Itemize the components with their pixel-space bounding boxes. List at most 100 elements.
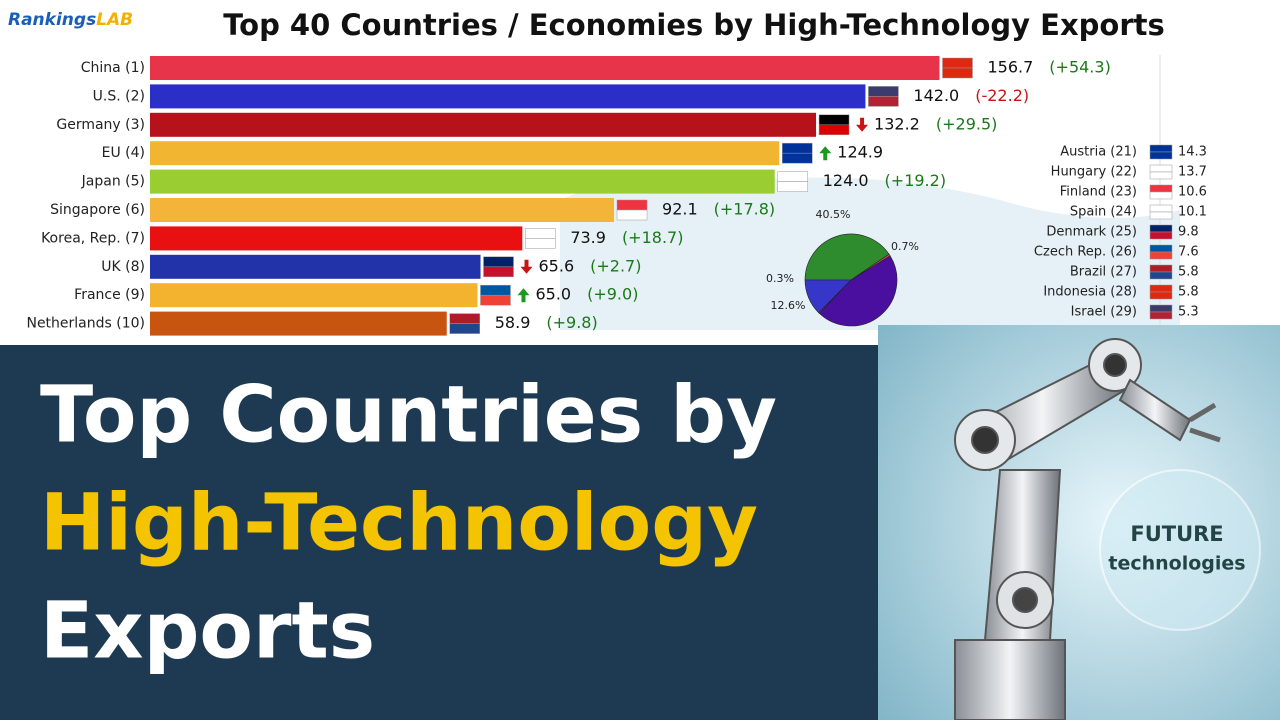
change-label: (+54.3) bbox=[1049, 58, 1111, 77]
flag bbox=[1149, 184, 1173, 193]
bar bbox=[150, 198, 615, 222]
flag bbox=[616, 209, 648, 221]
pie-chart: 40.5% 0.7% 0.3% 12.6% bbox=[766, 208, 919, 327]
side-value: 5.8 bbox=[1178, 265, 1199, 280]
flag bbox=[942, 67, 973, 79]
brand: RankingsLAB bbox=[8, 10, 133, 30]
robot-arm bbox=[954, 338, 1221, 720]
bar bbox=[150, 169, 775, 194]
flag bbox=[1149, 164, 1173, 173]
flag bbox=[1149, 211, 1173, 220]
flag bbox=[1149, 231, 1173, 240]
side-name: Austria (21) bbox=[1060, 145, 1137, 160]
change-label: (+18.7) bbox=[622, 228, 684, 247]
flag bbox=[777, 171, 808, 182]
flag bbox=[480, 294, 511, 306]
flag bbox=[449, 313, 481, 324]
flag bbox=[1149, 224, 1173, 233]
flag bbox=[818, 124, 850, 136]
side-value: 10.6 bbox=[1178, 185, 1207, 200]
pie-label: 12.6% bbox=[771, 299, 806, 312]
side-name: Indonesia (28) bbox=[1043, 285, 1137, 300]
flag bbox=[449, 323, 481, 334]
brand-part: LAB bbox=[96, 10, 133, 30]
flag bbox=[1149, 171, 1173, 180]
badge-text: FUTURE bbox=[1130, 522, 1223, 546]
side-value: 10.1 bbox=[1178, 205, 1207, 220]
flag bbox=[1149, 271, 1173, 280]
change-label: (+2.7) bbox=[590, 256, 641, 275]
change-label: (+17.8) bbox=[714, 200, 776, 219]
flag bbox=[480, 284, 511, 296]
side-value: 5.3 bbox=[1178, 305, 1199, 320]
bar bbox=[150, 226, 523, 251]
side-value: 14.3 bbox=[1178, 145, 1207, 160]
side-name: Czech Rep. (26) bbox=[1034, 245, 1137, 260]
value-label: 124.0 bbox=[823, 171, 869, 190]
value-label: 124.9 bbox=[837, 143, 883, 162]
flag bbox=[818, 114, 850, 126]
side-value: 7.6 bbox=[1178, 245, 1199, 260]
trend-arrow bbox=[856, 117, 869, 132]
flag bbox=[616, 199, 648, 211]
bar bbox=[150, 112, 817, 137]
side-value: 9.8 bbox=[1178, 225, 1199, 240]
value-label: 92.1 bbox=[662, 200, 698, 219]
bar bbox=[150, 56, 940, 80]
pie-slice bbox=[804, 279, 852, 314]
bar bbox=[150, 283, 478, 308]
category-label: Netherlands (10) bbox=[26, 316, 145, 332]
change-label: (+29.5) bbox=[936, 114, 998, 133]
pie-label: 0.3% bbox=[766, 272, 794, 285]
trend-arrow bbox=[819, 146, 832, 161]
flag bbox=[525, 238, 556, 249]
flag bbox=[942, 57, 973, 69]
bar-chart: China (1) 156.7 (+54.3) U.S. (2) 142.0 (-22.2… bbox=[26, 56, 1111, 336]
trend-arrow bbox=[517, 288, 530, 303]
side-value: 5.8 bbox=[1178, 285, 1199, 300]
category-label: China (1) bbox=[81, 60, 145, 76]
flag bbox=[1149, 191, 1173, 200]
category-label: EU (4) bbox=[102, 145, 145, 161]
flag bbox=[782, 152, 813, 164]
change-label: (+9.8) bbox=[546, 313, 597, 332]
flag bbox=[782, 142, 813, 154]
category-label: France (9) bbox=[74, 287, 145, 303]
bar bbox=[150, 141, 780, 166]
flag bbox=[1149, 251, 1173, 260]
flag bbox=[1149, 144, 1173, 153]
flag bbox=[1149, 304, 1173, 313]
flag bbox=[483, 256, 514, 268]
side-name: Finland (23) bbox=[1060, 185, 1137, 200]
flag bbox=[868, 96, 899, 107]
flag bbox=[1149, 244, 1173, 253]
pie-label: 40.5% bbox=[816, 208, 851, 221]
flag bbox=[1149, 204, 1173, 213]
category-label: Singapore (6) bbox=[50, 202, 145, 218]
bar bbox=[150, 84, 866, 109]
side-value: 13.7 bbox=[1178, 165, 1207, 180]
flag bbox=[1149, 264, 1173, 273]
flag bbox=[1149, 291, 1173, 300]
category-label: Korea, Rep. (7) bbox=[41, 230, 145, 246]
side-name: Spain (24) bbox=[1070, 205, 1137, 220]
badge-circle bbox=[1099, 469, 1261, 631]
value-label: 65.6 bbox=[539, 256, 575, 275]
side-name: Brazil (27) bbox=[1070, 265, 1137, 280]
change-label: (+19.2) bbox=[885, 171, 947, 190]
value-label: 65.0 bbox=[535, 285, 571, 304]
headline-line: Exports bbox=[40, 586, 375, 676]
pie-slice bbox=[818, 255, 898, 327]
value-label: 73.9 bbox=[570, 228, 606, 247]
value-label: 142.0 bbox=[913, 86, 959, 105]
flag bbox=[1149, 311, 1173, 320]
flag bbox=[1149, 151, 1173, 160]
flag bbox=[525, 228, 556, 239]
badge-text: technologies bbox=[1108, 553, 1245, 575]
pie-label: 0.7% bbox=[891, 240, 919, 253]
bar bbox=[150, 254, 481, 279]
flag bbox=[777, 181, 808, 192]
category-label: UK (8) bbox=[101, 259, 145, 275]
change-label: (+9.0) bbox=[587, 285, 638, 304]
